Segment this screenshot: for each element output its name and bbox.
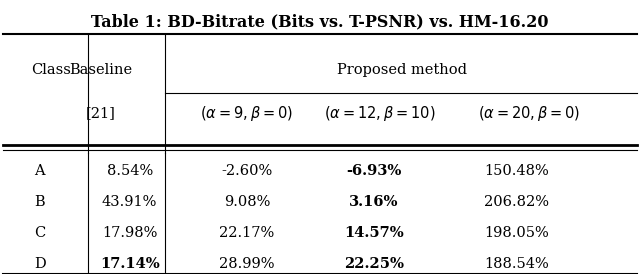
Text: D: D bbox=[35, 258, 46, 272]
Text: 206.82%: 206.82% bbox=[484, 195, 549, 209]
Text: -2.60%: -2.60% bbox=[221, 164, 273, 178]
Text: B: B bbox=[35, 195, 45, 209]
Text: Baseline: Baseline bbox=[70, 64, 132, 78]
Text: $(\alpha = 12, \beta = 10)$: $(\alpha = 12, \beta = 10)$ bbox=[324, 104, 436, 123]
Text: 188.54%: 188.54% bbox=[484, 258, 549, 272]
Text: $(\alpha = 9, \beta = 0)$: $(\alpha = 9, \beta = 0)$ bbox=[200, 104, 294, 123]
Text: Proposed method: Proposed method bbox=[337, 64, 467, 78]
Text: 22.25%: 22.25% bbox=[344, 258, 404, 272]
Text: 28.99%: 28.99% bbox=[220, 258, 275, 272]
Text: 14.57%: 14.57% bbox=[344, 226, 404, 240]
Text: 8.54%: 8.54% bbox=[106, 164, 153, 178]
Text: 9.08%: 9.08% bbox=[224, 195, 270, 209]
Text: 150.48%: 150.48% bbox=[484, 164, 549, 178]
Text: 43.91%: 43.91% bbox=[102, 195, 157, 209]
Text: [21]: [21] bbox=[86, 106, 116, 121]
Text: -6.93%: -6.93% bbox=[346, 164, 402, 178]
Text: Class: Class bbox=[31, 64, 71, 78]
Text: 17.98%: 17.98% bbox=[102, 226, 157, 240]
Text: 17.14%: 17.14% bbox=[100, 258, 159, 272]
Text: Table 1: BD-Bitrate (Bits vs. T-PSNR) vs. HM-16.20: Table 1: BD-Bitrate (Bits vs. T-PSNR) vs… bbox=[92, 13, 548, 30]
Text: C: C bbox=[35, 226, 45, 240]
Text: 198.05%: 198.05% bbox=[484, 226, 549, 240]
Text: 22.17%: 22.17% bbox=[220, 226, 275, 240]
Text: $(\alpha = 20, \beta = 0)$: $(\alpha = 20, \beta = 0)$ bbox=[478, 104, 580, 123]
Text: A: A bbox=[35, 164, 45, 178]
Text: 3.16%: 3.16% bbox=[349, 195, 399, 209]
